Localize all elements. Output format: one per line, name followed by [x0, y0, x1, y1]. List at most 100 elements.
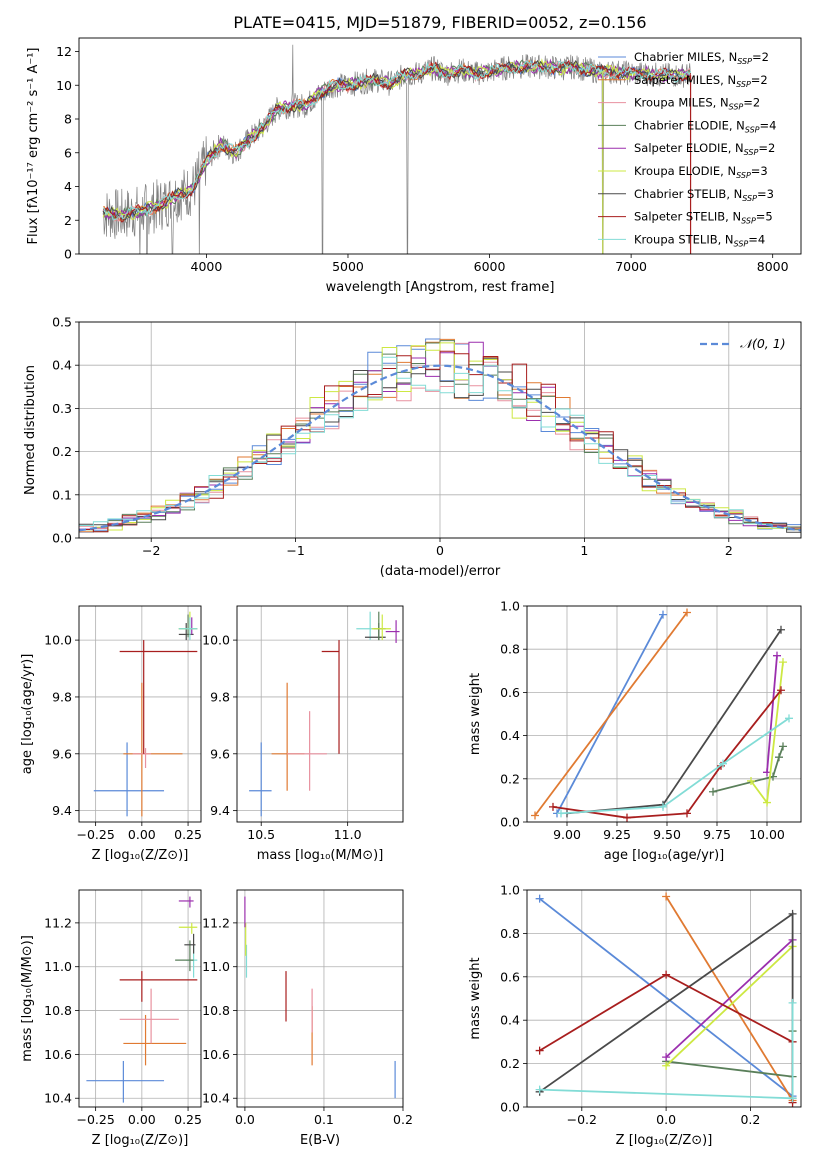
y-tick-label: 12 — [56, 44, 72, 59]
series-marker — [779, 742, 787, 751]
x-tick-label: 0.0 — [235, 1112, 255, 1127]
point-kroupa_stelib — [178, 617, 198, 641]
y-tick-label: 0.8 — [500, 926, 520, 941]
y-tick-label: 9.8 — [52, 689, 72, 704]
residual-histograms — [79, 338, 801, 533]
point-kroupa_miles — [132, 748, 152, 768]
series-marker — [535, 1046, 544, 1055]
mass-vs-Z-panel: −0.25 0.00 0.25 10.4 10.6 10.8 11.0 11.2 Z [log₁… — [20, 889, 202, 1148]
legend-label-chabrier_elodie: Chabrier ELODIE, NSSP=4 — [634, 118, 776, 134]
y-tick-label: 2 — [64, 213, 72, 228]
y-tick-label: 11.2 — [44, 915, 72, 930]
y-tick-label: 0.2 — [52, 444, 72, 459]
series-marker — [662, 892, 671, 901]
series-kroupa_stelib — [557, 714, 793, 818]
y-axis-label: Flux [fλ10⁻¹⁷ erg cm⁻² s⁻¹ A⁻¹] — [26, 48, 41, 245]
legend-label-chabrier_miles: Chabrier MILES, NSSP=2 — [634, 50, 769, 66]
point-kroupa_elodie — [178, 922, 198, 934]
massweight-vs-Z-panel: −0.2 0.0 0.2 0.0 0.2 0.4 0.6 0.8 1.0 Z [log₁₀(Z/Z… — [468, 883, 802, 1148]
y-axis-label: mass weight — [468, 673, 483, 755]
figure-title: PLATE=0415, MJD=51879, FIBERID=0052, z=0… — [233, 13, 646, 32]
series-salpeter_miles — [531, 608, 691, 820]
spectrum-legend: Chabrier MILES, NSSP=2 Salpeter MILES, NS… — [598, 50, 776, 248]
y-tick-label: 0.3 — [52, 401, 72, 416]
y-tick-label: 9.4 — [52, 803, 72, 818]
point-chabrier_miles — [86, 1060, 165, 1103]
y-tick-label: 9.8 — [210, 689, 230, 704]
x-tick-label: 0.2 — [393, 1112, 413, 1127]
x-tick-label: 9.00 — [553, 827, 581, 842]
series-marker — [785, 714, 793, 723]
series-salpeter_elodie — [662, 935, 797, 1062]
chart-panels: 4000 5000 6000 7000 8000024681012wavelength … — [20, 37, 802, 1148]
y-tick-label: 10.4 — [202, 1091, 230, 1106]
axes-frame — [78, 605, 202, 823]
x-axis-label: mass [log₁₀(M/M⊙)] — [257, 848, 384, 863]
model-fit-chabrier_stelib — [102, 59, 692, 221]
y-tick-label: 0.0 — [500, 815, 520, 830]
y-tick-label: 10 — [56, 78, 72, 93]
legend-label-normal: 𝒩(0, 1) — [740, 336, 786, 351]
errorbar-points — [93, 611, 198, 817]
x-tick-label: 9.75 — [703, 827, 731, 842]
series-marker — [535, 1085, 544, 1094]
age-vs-mass-panel: 10.5 11.0 9.4 9.6 9.8 10.0 mass [log₁₀(M/M⊙)] — [202, 605, 404, 863]
point-chabrier_stelib — [184, 933, 196, 954]
x-axis-label: (data-model)/error — [380, 564, 501, 579]
spectrum-series — [102, 44, 692, 254]
x-tick-label: 0.00 — [128, 1112, 156, 1127]
axes-frame — [236, 889, 404, 1108]
y-tick-label: 4 — [64, 179, 72, 194]
errorbar-points — [86, 896, 198, 1103]
errorbar-points — [249, 611, 400, 817]
point-kroupa_miles — [119, 988, 179, 1044]
series-marker — [788, 998, 797, 1007]
point-chabrier_miles — [249, 742, 272, 817]
point-salpeter_stelib — [321, 640, 340, 754]
series-marker — [683, 608, 691, 617]
series-marker — [549, 802, 557, 811]
series-kroupa_elodie — [662, 942, 797, 1070]
series-marker — [683, 809, 691, 818]
series-marker — [662, 1061, 671, 1070]
series-marker — [777, 686, 785, 695]
point-chabrier_stelib — [178, 623, 194, 641]
x-tick-label: 1 — [580, 543, 588, 558]
legend-label-salpeter_elodie: Salpeter ELODIE, NSSP=2 — [634, 141, 775, 157]
series-marker — [747, 776, 755, 785]
point-salpeter_stelib — [119, 640, 198, 754]
x-tick-label: 0.0 — [656, 1112, 676, 1127]
y-tick-label: 0.6 — [500, 969, 520, 984]
x-tick-label: 11.0 — [334, 827, 362, 842]
y-tick-label: 10.4 — [44, 1091, 72, 1106]
y-tick-label: 8 — [64, 112, 72, 127]
x-axis-label: age [log₁₀(age/yr)] — [604, 848, 725, 863]
legend-label-salpeter_stelib: Salpeter STELIB, NSSP=5 — [634, 210, 773, 226]
series-line — [766, 655, 778, 773]
axes-frame — [526, 605, 802, 823]
point-salpeter_miles — [123, 1014, 187, 1066]
series-line — [566, 629, 782, 815]
y-tick-label: 1.0 — [500, 883, 520, 898]
series-line — [665, 945, 794, 1067]
y-axis-label: mass [log₁₀(M/M⊙)] — [20, 935, 35, 1062]
y-tick-label: 10.0 — [44, 633, 72, 648]
series-line — [560, 717, 790, 815]
x-tick-label: 7000 — [615, 259, 647, 274]
x-axis-label: Z [log₁₀(Z/Z⊙)] — [92, 1133, 189, 1148]
point-chabrier_elodie — [373, 611, 386, 641]
x-tick-label: 10.5 — [247, 827, 275, 842]
x-tick-label: 2 — [725, 543, 733, 558]
x-tick-label: 0.25 — [174, 827, 202, 842]
point-chabrier_miles — [93, 742, 165, 817]
y-tick-label: 10.6 — [202, 1047, 230, 1062]
series-marker — [788, 909, 797, 918]
series-marker — [788, 1094, 797, 1103]
errorbar-points — [244, 896, 396, 1099]
series-line — [534, 611, 688, 817]
y-axis-label: mass weight — [468, 957, 483, 1039]
x-tick-label: 9.25 — [603, 827, 631, 842]
observed-spectrum-line — [102, 44, 691, 254]
x-tick-label: 8000 — [757, 259, 789, 274]
